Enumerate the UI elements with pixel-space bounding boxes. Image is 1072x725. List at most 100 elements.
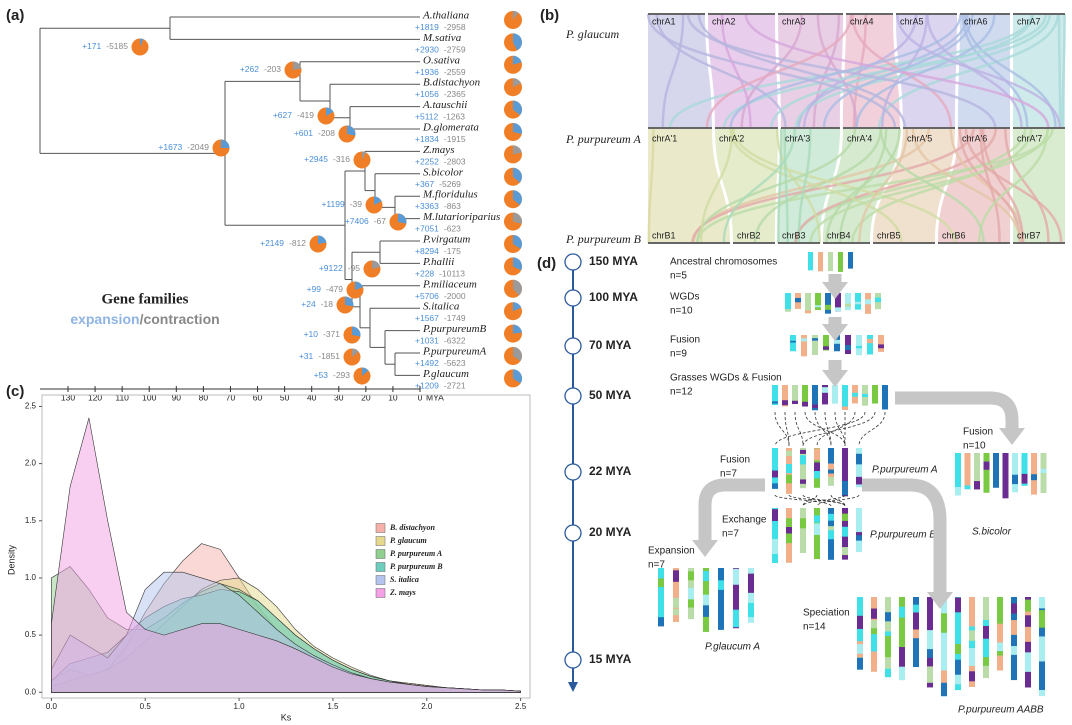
synteny-link [855,13,996,129]
chromosome-bar [772,508,778,564]
loss: -812 [289,238,306,248]
gain: +1056 [415,89,439,99]
gain: +5706 [415,291,439,301]
chromosome-segment [822,387,828,393]
gain: +1567 [415,313,439,323]
x-tick-label: 2.5 [515,702,527,711]
gain: +7406 [345,216,369,226]
synteny-link [668,13,1034,129]
chromosome-segment [842,513,848,521]
dashed-link [802,494,846,507]
chromosome-segment [997,655,1003,671]
chromosome-label: chrA2 [712,16,736,26]
pie-slice [362,367,369,376]
chromosome-segment [814,462,820,474]
chromosome-bar [1025,597,1031,688]
gain: +24 [301,299,316,309]
synteny-link [911,127,1022,244]
y-tick-label: 1.5 [25,516,37,525]
chromosome-segment [875,297,881,303]
chromosome-label: chrB7 [1017,230,1041,240]
chromosome-segment [955,486,961,496]
gain: +367 [415,179,434,189]
family-counts: +228 -10113 [415,269,465,279]
synteny-link [822,13,974,129]
chromosome-segment [885,636,891,658]
gain: +7051 [415,224,439,234]
legend-swatch [375,523,386,533]
chromosome-bar [941,597,947,697]
species-name: M.lutarioriparius [422,211,500,223]
chromosome-segment [786,463,792,474]
loss: -419 [297,110,314,120]
gain: +5112 [415,112,439,122]
gain: +10 [304,329,319,339]
chromosome-bar [955,597,961,691]
chromosome-segment [969,641,975,666]
pie-slice [513,302,522,312]
chromosome-bar [818,252,823,272]
gain: +8294 [415,246,439,256]
pie-slice [352,348,359,357]
chromosome-bar [1002,453,1009,499]
gain: +2149 [260,238,284,248]
chromosome-segment [801,338,807,342]
chromosome-segment [899,617,905,638]
species-name: S.bicolor [423,166,464,178]
chromosome-segment [785,309,791,312]
step-title: Expansion [648,546,695,557]
chromosome-label: chrB5 [877,230,901,240]
time-label: 100 MYA [589,290,638,304]
dashed-link [816,411,856,447]
chromosome-segment [673,597,679,608]
family-counts: +367 -5269 [415,179,461,189]
pie-slice [374,196,382,205]
chromosome-segment [772,483,778,489]
chromosome-segment [899,665,905,681]
chromosome-segment [772,401,778,404]
chromosome-segment [913,612,919,630]
genome-name: P. purpureum B [565,232,642,246]
flow-arrow-head [692,540,718,557]
chromosome-bar [812,335,818,356]
legend-swatch [375,549,386,559]
chromosome-bar [673,568,679,622]
panel-label: (d) [537,255,556,272]
chromosome-bar [785,293,791,312]
chromosome-bar [848,252,853,269]
species-name: M.floridulus [422,189,478,201]
chromosome-bar [748,568,754,623]
species-name: D.glomerata [422,122,479,134]
chromosome-bar [790,335,796,352]
gain: +2930 [415,45,439,55]
chromosome-segment [834,339,840,344]
pie-slice [513,78,521,88]
pie-slice [318,235,327,244]
time-point [564,463,582,481]
loss: -2721 [444,381,466,391]
chromosome-segment [733,568,739,585]
y-tick-label: 2.5 [25,402,37,411]
chromosome-segment [983,638,989,658]
family-counts: +1492 -5623 [415,358,466,368]
species-name: A.tauschii [422,99,467,111]
chromosome-segment [825,304,831,310]
loss: -208 [318,128,335,138]
chromosome-label: chrA'7 [1017,133,1042,143]
chromosome-segment [878,344,884,349]
chromosome-bar [838,252,843,272]
chromosome-bar [867,335,873,355]
x-tick-label: 1.0 [234,702,246,711]
chromosome-bar [772,448,778,489]
chromosome-segment [856,345,862,349]
chromosome-label: chrA7 [1017,16,1041,26]
chromosome-segment [800,479,806,484]
chromosome-segment [857,615,863,629]
y-tick-label: 0.5 [25,630,37,639]
chromosome-segment [828,463,834,470]
chromosome-label: chrA'3 [785,133,810,143]
chromosome-bar [974,453,980,490]
expansion: expansion [70,311,139,327]
chromosome-segment [772,539,778,554]
pie-slice [372,260,381,269]
